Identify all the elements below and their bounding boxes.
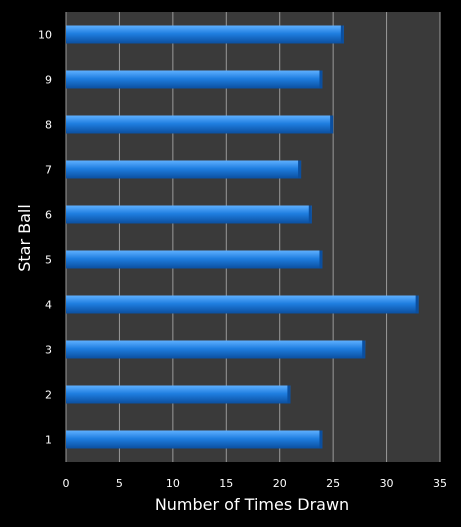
bar-body xyxy=(66,70,323,89)
bar-end-cap xyxy=(319,430,323,449)
bar-body xyxy=(66,205,312,224)
bar-body xyxy=(66,295,419,314)
bar-end-cap xyxy=(308,205,312,224)
bar-3 xyxy=(66,340,366,359)
bar-end-cap xyxy=(319,70,323,89)
y-tick-label: 10 xyxy=(38,29,52,42)
bar-body xyxy=(66,340,366,359)
x-tick-label: 20 xyxy=(273,477,287,490)
bar-body xyxy=(66,430,323,449)
bar-4 xyxy=(66,295,419,314)
bar-10 xyxy=(66,25,344,44)
y-tick-label: 9 xyxy=(45,74,52,87)
bar-body xyxy=(66,25,344,44)
bar-8 xyxy=(66,115,334,134)
y-tick-label: 1 xyxy=(45,434,52,447)
bar-body xyxy=(66,160,302,179)
y-tick-label: 5 xyxy=(45,254,52,267)
y-tick-label: 6 xyxy=(45,209,52,222)
bar-end-cap xyxy=(330,115,334,134)
bar-end-cap xyxy=(415,295,419,314)
x-tick-label: 15 xyxy=(219,477,233,490)
bars xyxy=(66,25,419,449)
bar-9 xyxy=(66,70,323,89)
bar-end-cap xyxy=(362,340,366,359)
bar-7 xyxy=(66,160,302,179)
bar-end-cap xyxy=(287,385,291,404)
bar-end-cap xyxy=(319,250,323,269)
bar-body xyxy=(66,115,334,134)
bar-body xyxy=(66,385,291,404)
bar-2 xyxy=(66,385,291,404)
y-tick-label: 8 xyxy=(45,119,52,132)
x-tick-label: 10 xyxy=(166,477,180,490)
y-tick-label: 2 xyxy=(45,389,52,402)
x-tick-labels: 0 5 10 15 20 25 30 35 xyxy=(63,477,448,490)
x-axis-title: Number of Times Drawn xyxy=(155,495,349,514)
bar-5 xyxy=(66,250,323,269)
y-tick-labels: 1 2 3 4 5 6 7 8 9 10 xyxy=(38,29,52,447)
x-tick-label: 5 xyxy=(116,477,123,490)
x-tick-label: 30 xyxy=(380,477,394,490)
x-tick-label: 0 xyxy=(63,477,70,490)
y-tick-label: 7 xyxy=(45,164,52,177)
bar-end-cap xyxy=(298,160,302,179)
y-tick-label: 3 xyxy=(45,344,52,357)
y-tick-label: 4 xyxy=(45,299,52,312)
x-tick-label: 25 xyxy=(326,477,340,490)
bar-6 xyxy=(66,205,312,224)
bar-1 xyxy=(66,430,323,449)
bar-end-cap xyxy=(340,25,344,44)
bar-body xyxy=(66,250,323,269)
x-tick-label: 35 xyxy=(433,477,447,490)
y-axis-title: Star Ball xyxy=(15,204,34,272)
